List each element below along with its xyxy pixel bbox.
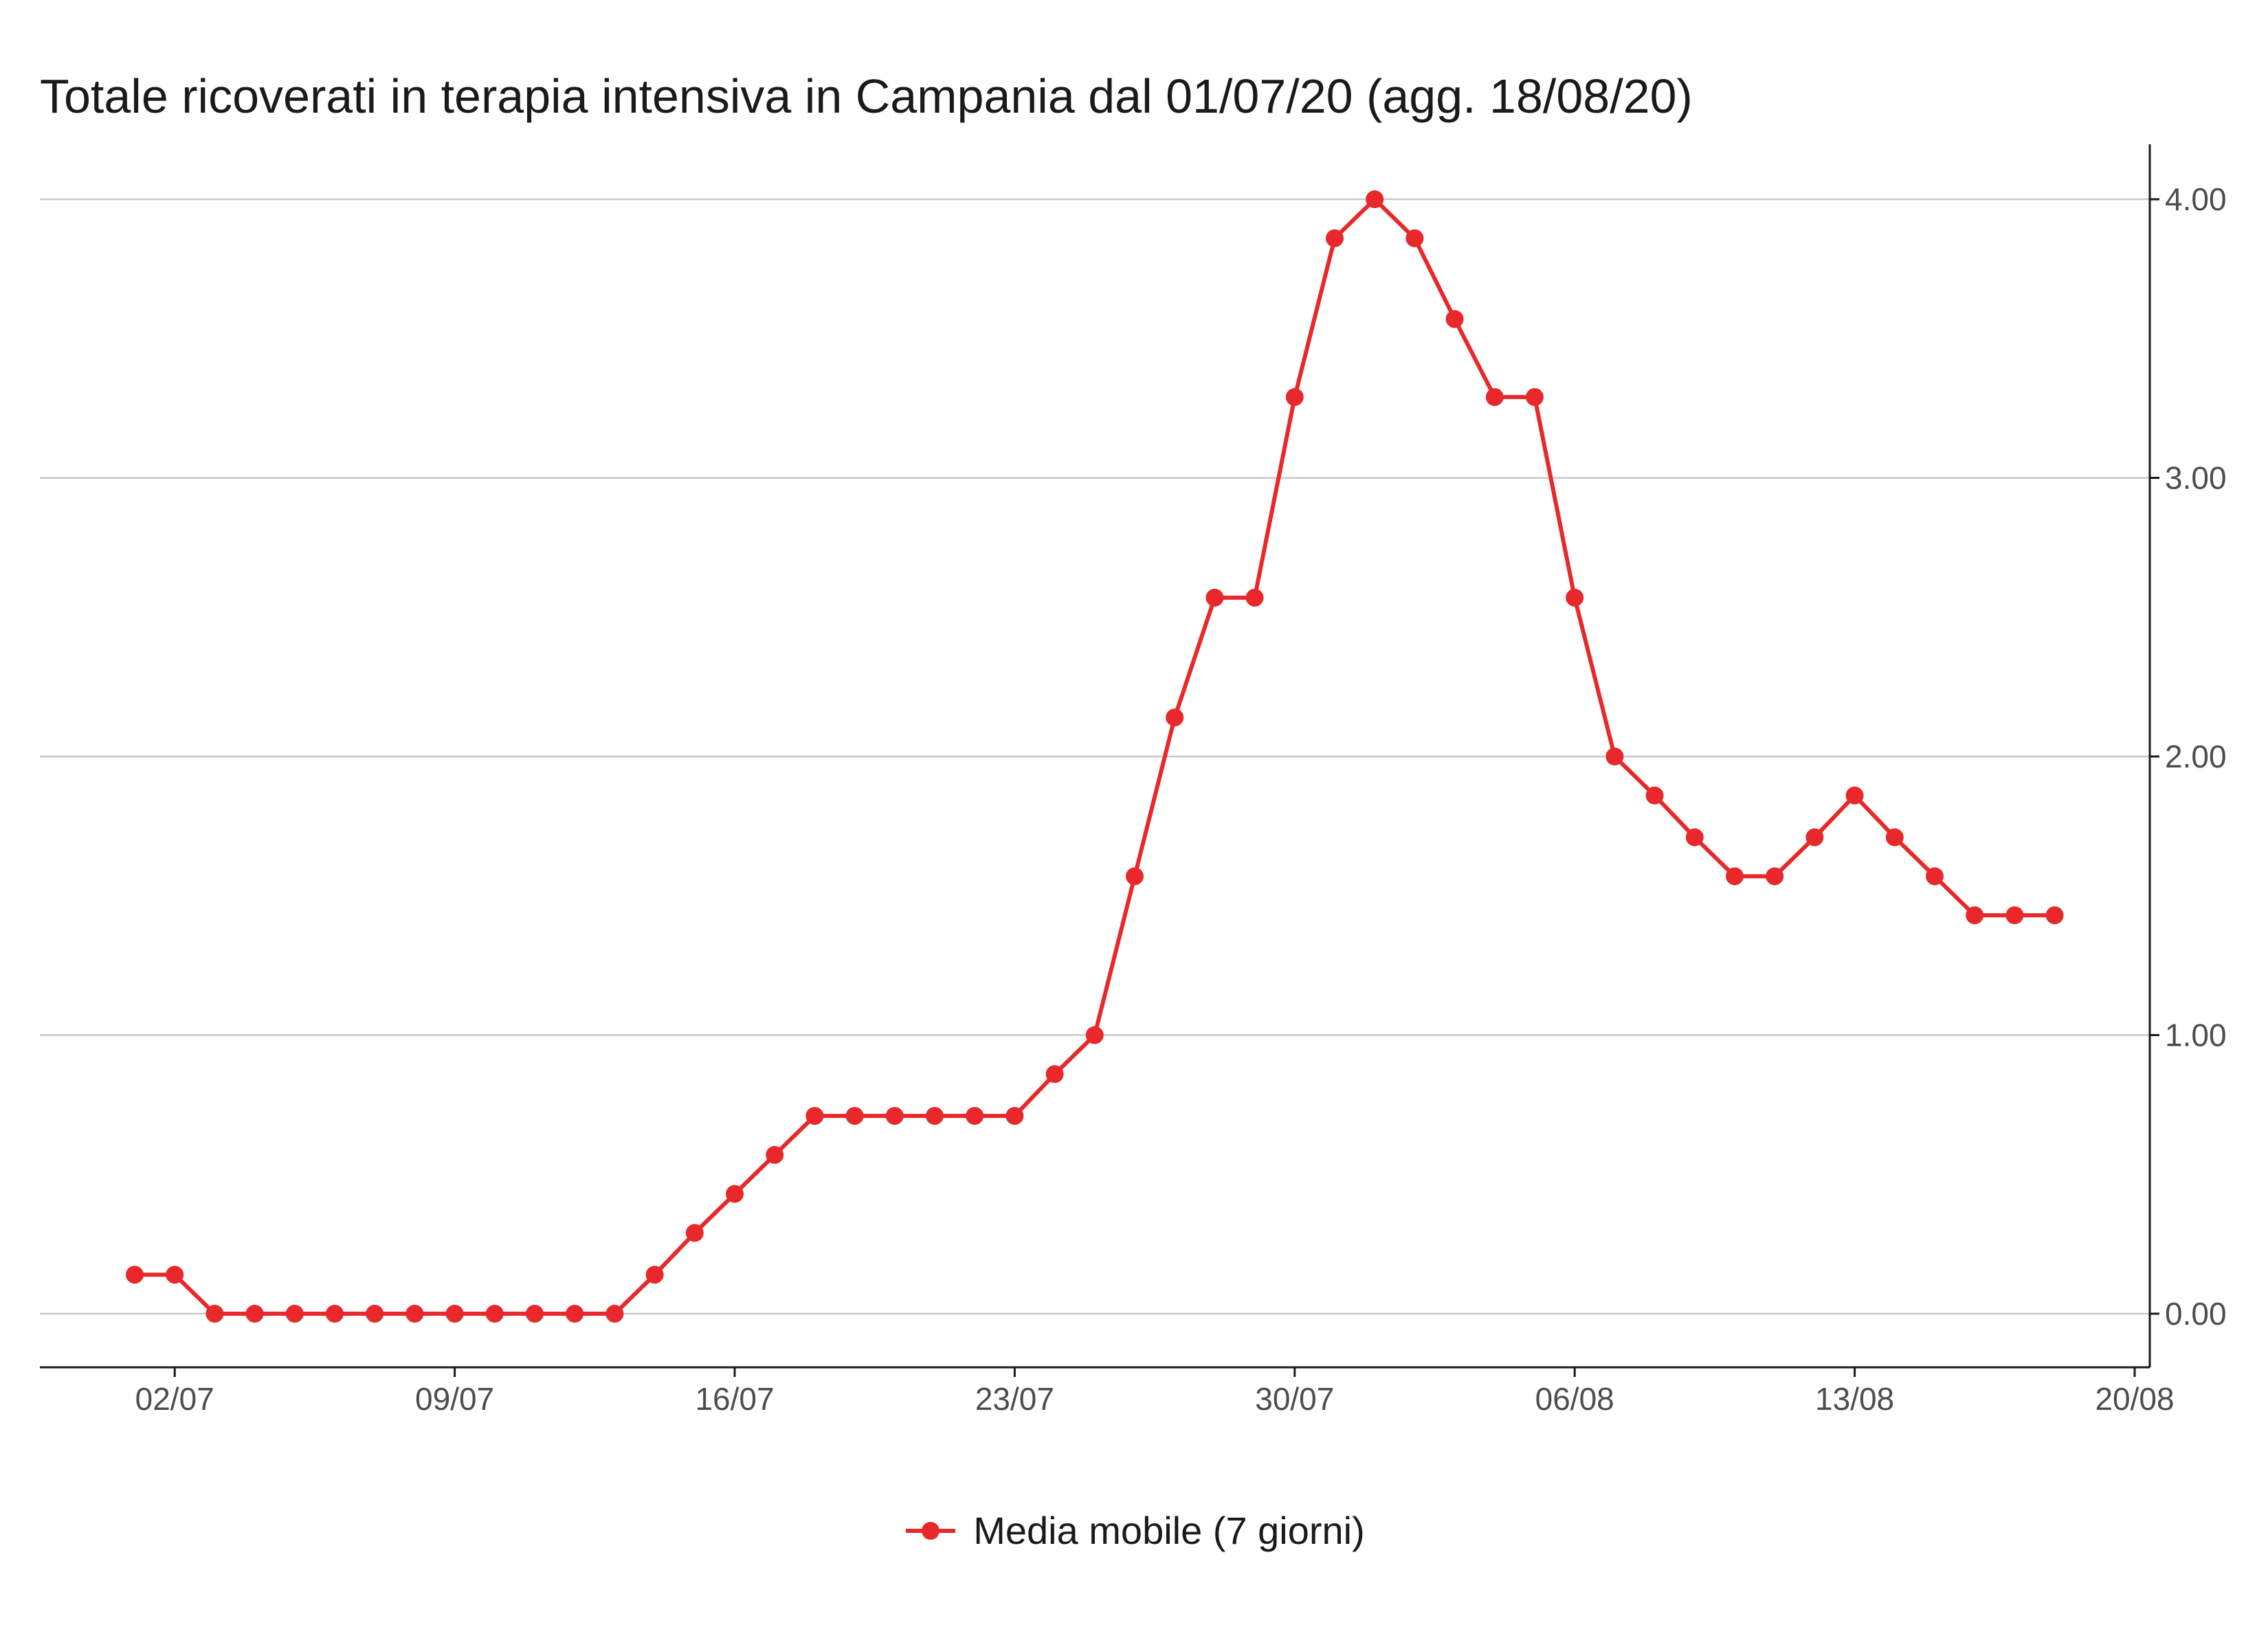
data-point xyxy=(1285,388,1304,406)
data-point xyxy=(1045,1065,1064,1084)
data-point xyxy=(885,1107,904,1125)
data-point xyxy=(1445,310,1464,328)
data-point xyxy=(1966,906,1984,925)
data-point xyxy=(1645,786,1664,805)
data-point xyxy=(1805,828,1824,846)
data-point xyxy=(805,1107,824,1125)
y-tick-label: 3.00 xyxy=(2165,460,2227,496)
data-point xyxy=(685,1224,704,1242)
data-point xyxy=(1085,1026,1104,1044)
data-point xyxy=(205,1305,224,1323)
data-point xyxy=(1166,708,1184,727)
data-point xyxy=(1205,588,1224,607)
legend: Media mobile (7 giorni) xyxy=(0,1508,2268,1553)
data-point xyxy=(445,1305,464,1323)
data-point xyxy=(1685,828,1704,846)
tick-labels: 0.00 1.00 2.00 3.00 4.00 02/07 09/07 16/07 23/07… xyxy=(135,181,2227,1417)
data-point xyxy=(1326,229,1344,247)
y-tick-label: 4.00 xyxy=(2165,181,2227,217)
data-point xyxy=(1126,867,1144,886)
data-point xyxy=(326,1305,344,1323)
data-point xyxy=(1926,867,1944,886)
data-point xyxy=(366,1305,384,1323)
data-point xyxy=(1766,867,1784,886)
data-point xyxy=(1405,229,1424,247)
y-tick-label: 1.00 xyxy=(2165,1018,2227,1053)
data-point xyxy=(1245,588,1264,607)
data-point xyxy=(2045,906,2064,925)
data-point xyxy=(926,1107,944,1125)
data-point xyxy=(1845,786,1864,805)
data-point xyxy=(1885,828,1904,846)
grid-lines xyxy=(40,198,2150,1315)
x-tick-label: 30/07 xyxy=(1255,1381,1334,1417)
data-point xyxy=(526,1305,544,1323)
axes xyxy=(40,144,2159,1377)
x-tick-label: 16/07 xyxy=(695,1381,774,1417)
y-tick-label: 2.00 xyxy=(2165,739,2227,774)
data-point xyxy=(605,1305,624,1323)
data-point xyxy=(1485,388,1504,406)
chart-title: Totale ricoverati in terapia intensiva i… xyxy=(40,69,1693,123)
y-tick-label: 0.00 xyxy=(2165,1296,2227,1332)
data-point xyxy=(845,1107,864,1125)
data-point xyxy=(245,1305,264,1323)
legend-label: Media mobile (7 giorni) xyxy=(973,1509,1365,1552)
x-tick-label: 06/08 xyxy=(1535,1381,1614,1417)
data-point xyxy=(1526,388,1544,406)
data-point xyxy=(766,1145,784,1164)
data-point xyxy=(126,1266,144,1284)
data-point xyxy=(2005,906,2024,925)
x-tick-label: 09/07 xyxy=(415,1381,494,1417)
data-point xyxy=(285,1305,304,1323)
data-point xyxy=(405,1305,424,1323)
data-point xyxy=(485,1305,504,1323)
data-point xyxy=(966,1107,984,1125)
x-tick-label: 20/08 xyxy=(2095,1381,2174,1417)
legend-marker xyxy=(906,1521,956,1540)
data-point xyxy=(1726,867,1744,886)
series-layer xyxy=(126,190,2064,1323)
data-point xyxy=(645,1266,664,1284)
data-point xyxy=(1005,1107,1024,1125)
data-point xyxy=(1605,748,1624,765)
data-point xyxy=(1566,588,1584,607)
data-point xyxy=(1366,190,1384,208)
data-point xyxy=(566,1305,584,1323)
data-point xyxy=(166,1266,184,1284)
x-tick-label: 02/07 xyxy=(135,1381,214,1417)
x-tick-label: 23/07 xyxy=(975,1381,1054,1417)
x-tick-label: 13/08 xyxy=(1815,1381,1894,1417)
data-point xyxy=(726,1185,744,1203)
